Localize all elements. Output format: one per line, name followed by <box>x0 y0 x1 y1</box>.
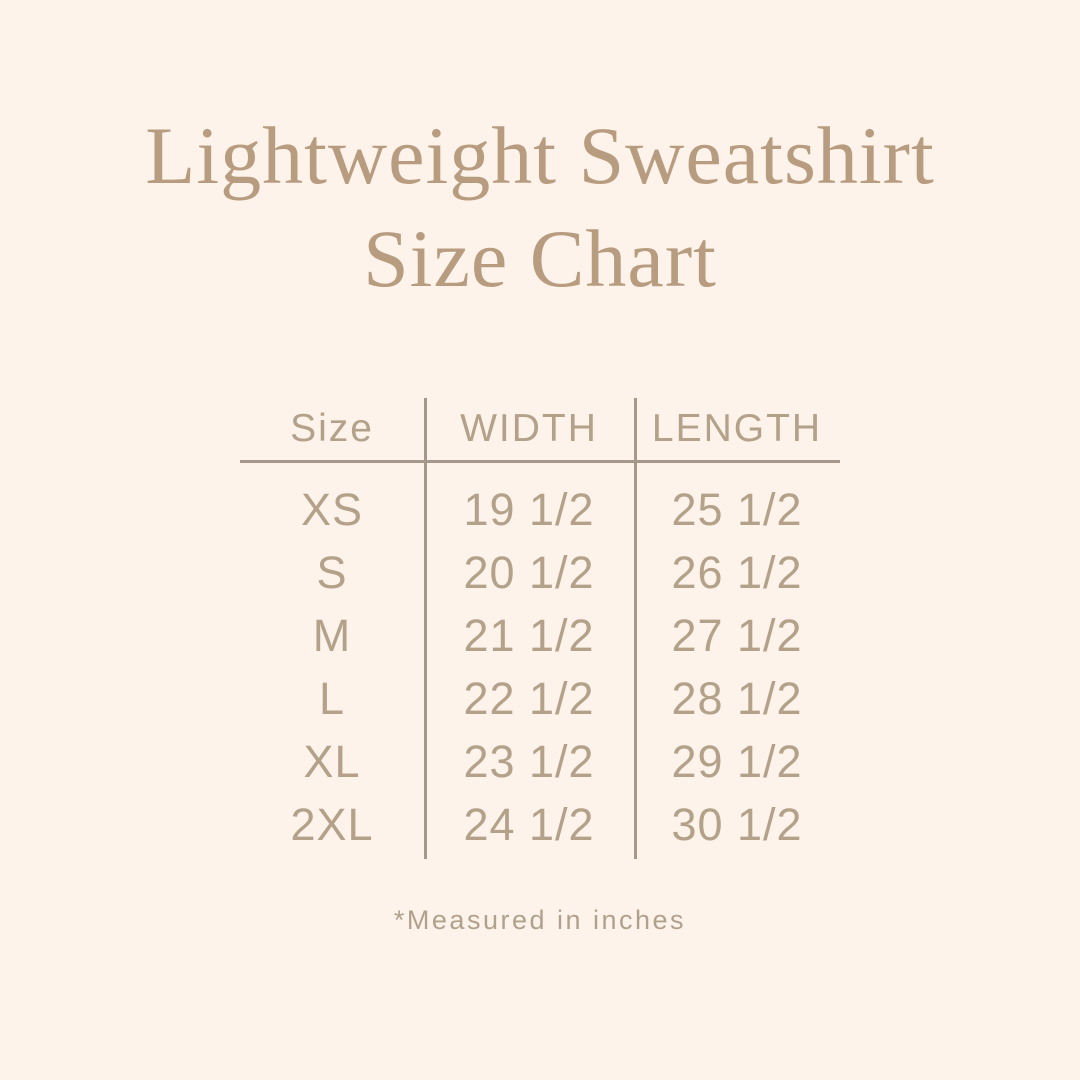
size-table: Size WIDTH LENGTH XS 19 1/2 25 1/2 S 20 … <box>240 398 840 859</box>
row-s-size: S <box>316 547 348 598</box>
header-divider-line <box>240 460 840 463</box>
column-divider-1 <box>424 398 427 859</box>
row-s-width: 20 1/2 <box>463 547 595 598</box>
row-l-length: 28 1/2 <box>671 673 803 724</box>
row-xl-size: XL <box>303 736 361 787</box>
row-m-length: 27 1/2 <box>671 610 803 661</box>
page-title: Lightweight Sweatshirt Size Chart <box>0 0 1080 310</box>
table-body: XS 19 1/2 25 1/2 S 20 1/2 26 1/2 M 21 1/… <box>240 463 840 859</box>
column-header-size: Size <box>290 407 374 450</box>
row-xl-width: 23 1/2 <box>463 736 595 787</box>
column-header-length: LENGTH <box>651 407 823 450</box>
row-s-length: 26 1/2 <box>671 547 803 598</box>
column-divider-2 <box>634 398 637 859</box>
row-2xl-size: 2XL <box>290 799 374 850</box>
row-2xl-width: 24 1/2 <box>463 799 595 850</box>
page-title-line-2: Size Chart <box>363 213 717 304</box>
row-l-width: 22 1/2 <box>463 673 595 724</box>
row-xs-size: XS <box>300 484 364 535</box>
row-m-width: 21 1/2 <box>463 610 595 661</box>
measurement-footnote: *Measured in inches <box>393 905 687 935</box>
page-title-line-1: Lightweight Sweatshirt <box>145 110 935 201</box>
table-header-row: Size WIDTH LENGTH <box>240 398 840 460</box>
row-xs-length: 25 1/2 <box>671 484 803 535</box>
column-header-width: WIDTH <box>460 407 598 450</box>
row-xl-length: 29 1/2 <box>671 736 803 787</box>
row-2xl-length: 30 1/2 <box>671 799 803 850</box>
row-m-size: M <box>312 610 352 661</box>
row-l-size: L <box>318 673 346 724</box>
row-xs-width: 19 1/2 <box>463 484 595 535</box>
